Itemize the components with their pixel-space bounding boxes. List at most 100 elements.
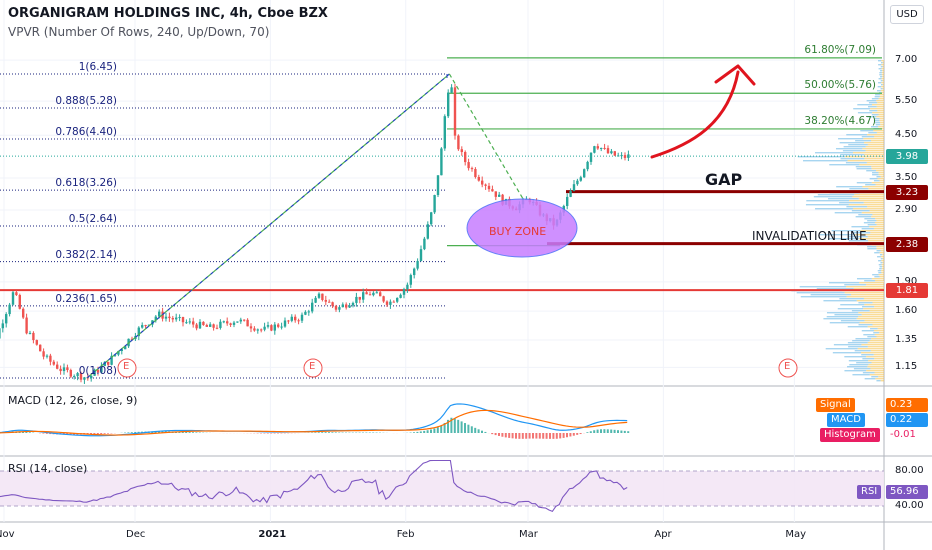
candle-up [28,332,32,334]
volume-profile-bar [867,224,877,226]
candle-down [345,304,348,308]
volume-profile-bar [881,68,884,70]
candle-down [470,168,474,170]
volume-profile-bar [839,202,864,204]
candle-down [484,184,487,186]
volume-profile-bar [877,328,884,330]
candle-down [297,320,300,322]
candle-down [226,321,229,324]
volume-profile-bar [844,292,884,294]
macd-histogram-bar [542,433,545,439]
volume-profile-bar [846,286,884,288]
volume-profile-bar [853,108,871,110]
candle-up [1,323,5,329]
volume-profile-bar [867,326,884,328]
volume-profile-bar [834,212,862,214]
volume-profile-bar [873,332,880,334]
volume-profile-bar [878,126,884,128]
price-tick-label: 5.50 [895,95,918,107]
candle-up [266,325,270,327]
candle-up [600,147,603,149]
volume-profile-bar [800,296,847,298]
volume-profile-bar [880,76,883,78]
candle-down [385,301,389,305]
volume-profile-bar [873,228,884,230]
candle-up [83,377,86,380]
candle-down [202,321,205,325]
macd-histogram-bar [518,433,521,439]
volume-profile-bar [874,372,884,374]
volume-profile-bar [799,286,847,288]
macd-histogram-bar [66,433,69,435]
candle-down [491,189,494,192]
price-tick-label: 1.35 [895,334,918,346]
volume-profile-bar [880,90,884,92]
volume-profile-bar [867,342,884,344]
macd-histogram-bar [195,432,198,433]
volume-profile-bar [882,62,884,64]
volume-profile-bar [867,134,884,136]
volume-profile-bar [880,176,884,178]
fib-retracement-label: 0.5(2.64) [68,212,117,225]
volume-profile-bar [842,150,866,152]
volume-profile-bar [879,120,884,122]
volume-profile-bar [876,106,884,108]
volume-profile-bar [879,74,882,76]
candle-down [382,296,385,302]
volume-profile-bar [870,368,884,370]
macd-histogram-bar [161,431,164,433]
volume-profile-bar [848,240,869,242]
volume-profile-bar [878,68,882,70]
rsi-name: RSI [861,486,878,497]
candle-up [355,296,358,303]
candle-down [42,351,45,357]
volume-profile-bar [864,378,876,380]
candle-up [263,326,266,330]
volume-profile-bar [852,374,870,376]
macd-histogram-bar [525,433,528,439]
volume-profile-bar [816,288,854,290]
volume-profile-bar [879,276,884,278]
candle-down [270,325,273,331]
fib-extension-label: 50.00%(5.76) [804,79,876,92]
volume-profile-bar [847,236,868,238]
candle-up [423,238,426,250]
volume-profile-bar [856,362,872,364]
candle-up [209,324,212,327]
candle-up [185,322,188,324]
macd-histogram-bar [158,431,160,433]
volume-profile-bar [834,314,862,316]
volume-profile-bar [874,222,884,224]
volume-profile-bar [858,238,884,240]
volume-profile-bar [840,154,865,156]
candle-up [433,195,436,213]
currency-button[interactable]: USD [890,5,924,24]
candle-down [623,155,627,158]
macd-histogram-bar [100,433,103,434]
candle-up [416,260,419,269]
volume-profile-bar [876,248,884,250]
volume-profile-bar [869,178,878,180]
volume-profile-bar [881,74,884,76]
macd-histogram-bar [589,431,592,433]
volume-profile-bar [853,232,871,234]
invalidation-annotation: INVALIDATION LINE [752,229,867,243]
candle-down [39,344,42,352]
volume-profile-bar [878,172,884,174]
candle-down [494,191,497,197]
candle-up [103,361,106,366]
volume-profile-bar [859,282,884,284]
volume-profile-bar [875,122,880,124]
volume-profile-bar [877,102,884,104]
volume-profile-bar [875,280,884,282]
volume-profile-bar [848,204,884,206]
volume-profile-bar [882,80,884,82]
macd-histogram-bar [477,429,480,433]
volume-profile-bar [880,62,883,64]
volume-profile-bar [806,200,850,202]
volume-profile-bar [835,148,863,150]
volume-profile-bar [879,252,884,254]
volume-profile-bar [872,172,879,174]
